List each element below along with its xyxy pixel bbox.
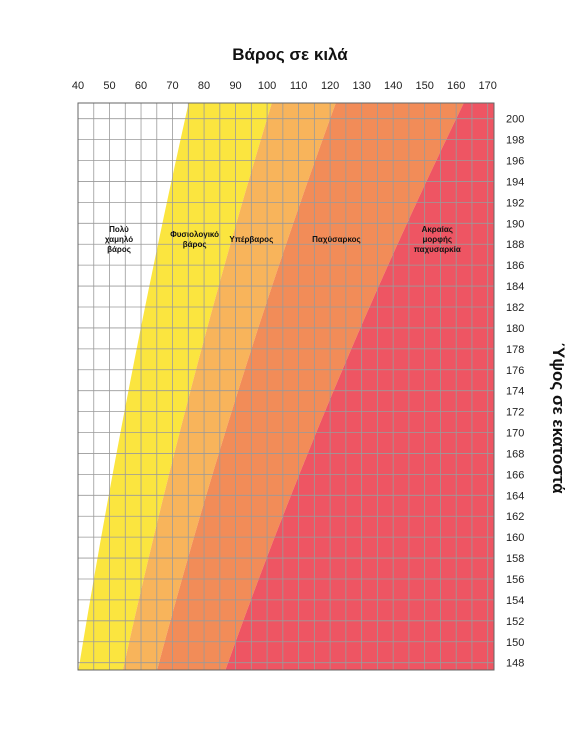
y-tick-label: 158 <box>506 553 524 565</box>
y-tick-label: 176 <box>506 365 524 377</box>
category-label-2: βάρος <box>183 240 207 249</box>
category-label-2: Φυσιολογικό <box>170 230 219 239</box>
y-tick-label: 184 <box>506 281 524 293</box>
x-tick-label: 70 <box>166 80 178 92</box>
category-label-5: Ακραίας <box>422 225 453 234</box>
x-axis-title: Βάρος σε κιλά <box>232 45 348 64</box>
x-tick-label: 170 <box>479 80 497 92</box>
y-tick-label: 164 <box>506 490 524 502</box>
bmi-band-2 <box>78 103 272 670</box>
y-tick-labels: 148 150 152 154 156 158 160 162 164 166 168 170 172 1… <box>506 114 524 670</box>
x-tick-label: 100 <box>258 80 276 92</box>
y-tick-label: 192 <box>506 197 524 209</box>
y-tick-label: 168 <box>506 448 524 460</box>
category-label-1: βάρος <box>107 245 131 254</box>
y-tick-label: 190 <box>506 218 524 230</box>
y-axis-title: Ύψος σε εκατοστά <box>549 342 568 494</box>
category-label-1: χαμηλό <box>105 235 133 244</box>
y-tick-label: 154 <box>506 595 524 607</box>
category-label-4: Παχύσαρκος <box>312 235 361 244</box>
y-tick-label: 180 <box>506 323 524 335</box>
x-tick-label: 50 <box>103 80 115 92</box>
y-tick-label: 148 <box>506 658 524 670</box>
category-label-1: Πολύ <box>109 225 129 234</box>
y-tick-label: 174 <box>506 386 524 398</box>
category-label-3: Υπέρβαρος <box>229 235 273 244</box>
x-tick-label: 150 <box>415 80 433 92</box>
y-tick-label: 162 <box>506 511 524 523</box>
grid-lines <box>77 102 495 671</box>
category-label-5: παχυσαρκία <box>414 245 461 254</box>
y-tick-label: 150 <box>506 637 524 649</box>
plot-frame <box>77 102 495 671</box>
x-tick-label: 40 <box>72 80 84 92</box>
y-tick-label: 178 <box>506 344 524 356</box>
x-tick-label: 160 <box>447 80 465 92</box>
x-tick-label: 130 <box>352 80 370 92</box>
x-tick-label: 120 <box>321 80 339 92</box>
y-tick-label: 194 <box>506 176 524 188</box>
y-tick-label: 152 <box>506 616 524 628</box>
y-tick-label: 186 <box>506 260 524 272</box>
y-tick-label: 188 <box>506 239 524 251</box>
x-tick-labels: 40 50 60 70 80 90 100 110 120 130 140 150 160 170 <box>72 80 497 92</box>
x-tick-label: 60 <box>135 80 147 92</box>
bmi-bands <box>78 103 494 670</box>
x-tick-label: 140 <box>384 80 402 92</box>
x-tick-label: 110 <box>290 80 308 92</box>
y-tick-label: 200 <box>506 114 524 126</box>
y-tick-label: 198 <box>506 135 524 147</box>
category-labels: ΠολύχαμηλόβάροςΦυσιολογικόβάροςΥπέρβαρος… <box>105 225 461 254</box>
bmi-band-1 <box>78 103 189 670</box>
y-tick-label: 156 <box>506 574 524 586</box>
y-tick-label: 166 <box>506 469 524 481</box>
y-tick-label: 170 <box>506 428 524 440</box>
y-tick-label: 172 <box>506 407 524 419</box>
x-tick-label: 90 <box>229 80 241 92</box>
y-tick-label: 160 <box>506 532 524 544</box>
category-label-5: μορφής <box>423 235 453 244</box>
y-tick-label: 196 <box>506 156 524 168</box>
x-tick-label: 80 <box>198 80 210 92</box>
y-tick-label: 182 <box>506 302 524 314</box>
bmi-band-4 <box>157 103 464 670</box>
bmi-band-5 <box>225 103 494 670</box>
